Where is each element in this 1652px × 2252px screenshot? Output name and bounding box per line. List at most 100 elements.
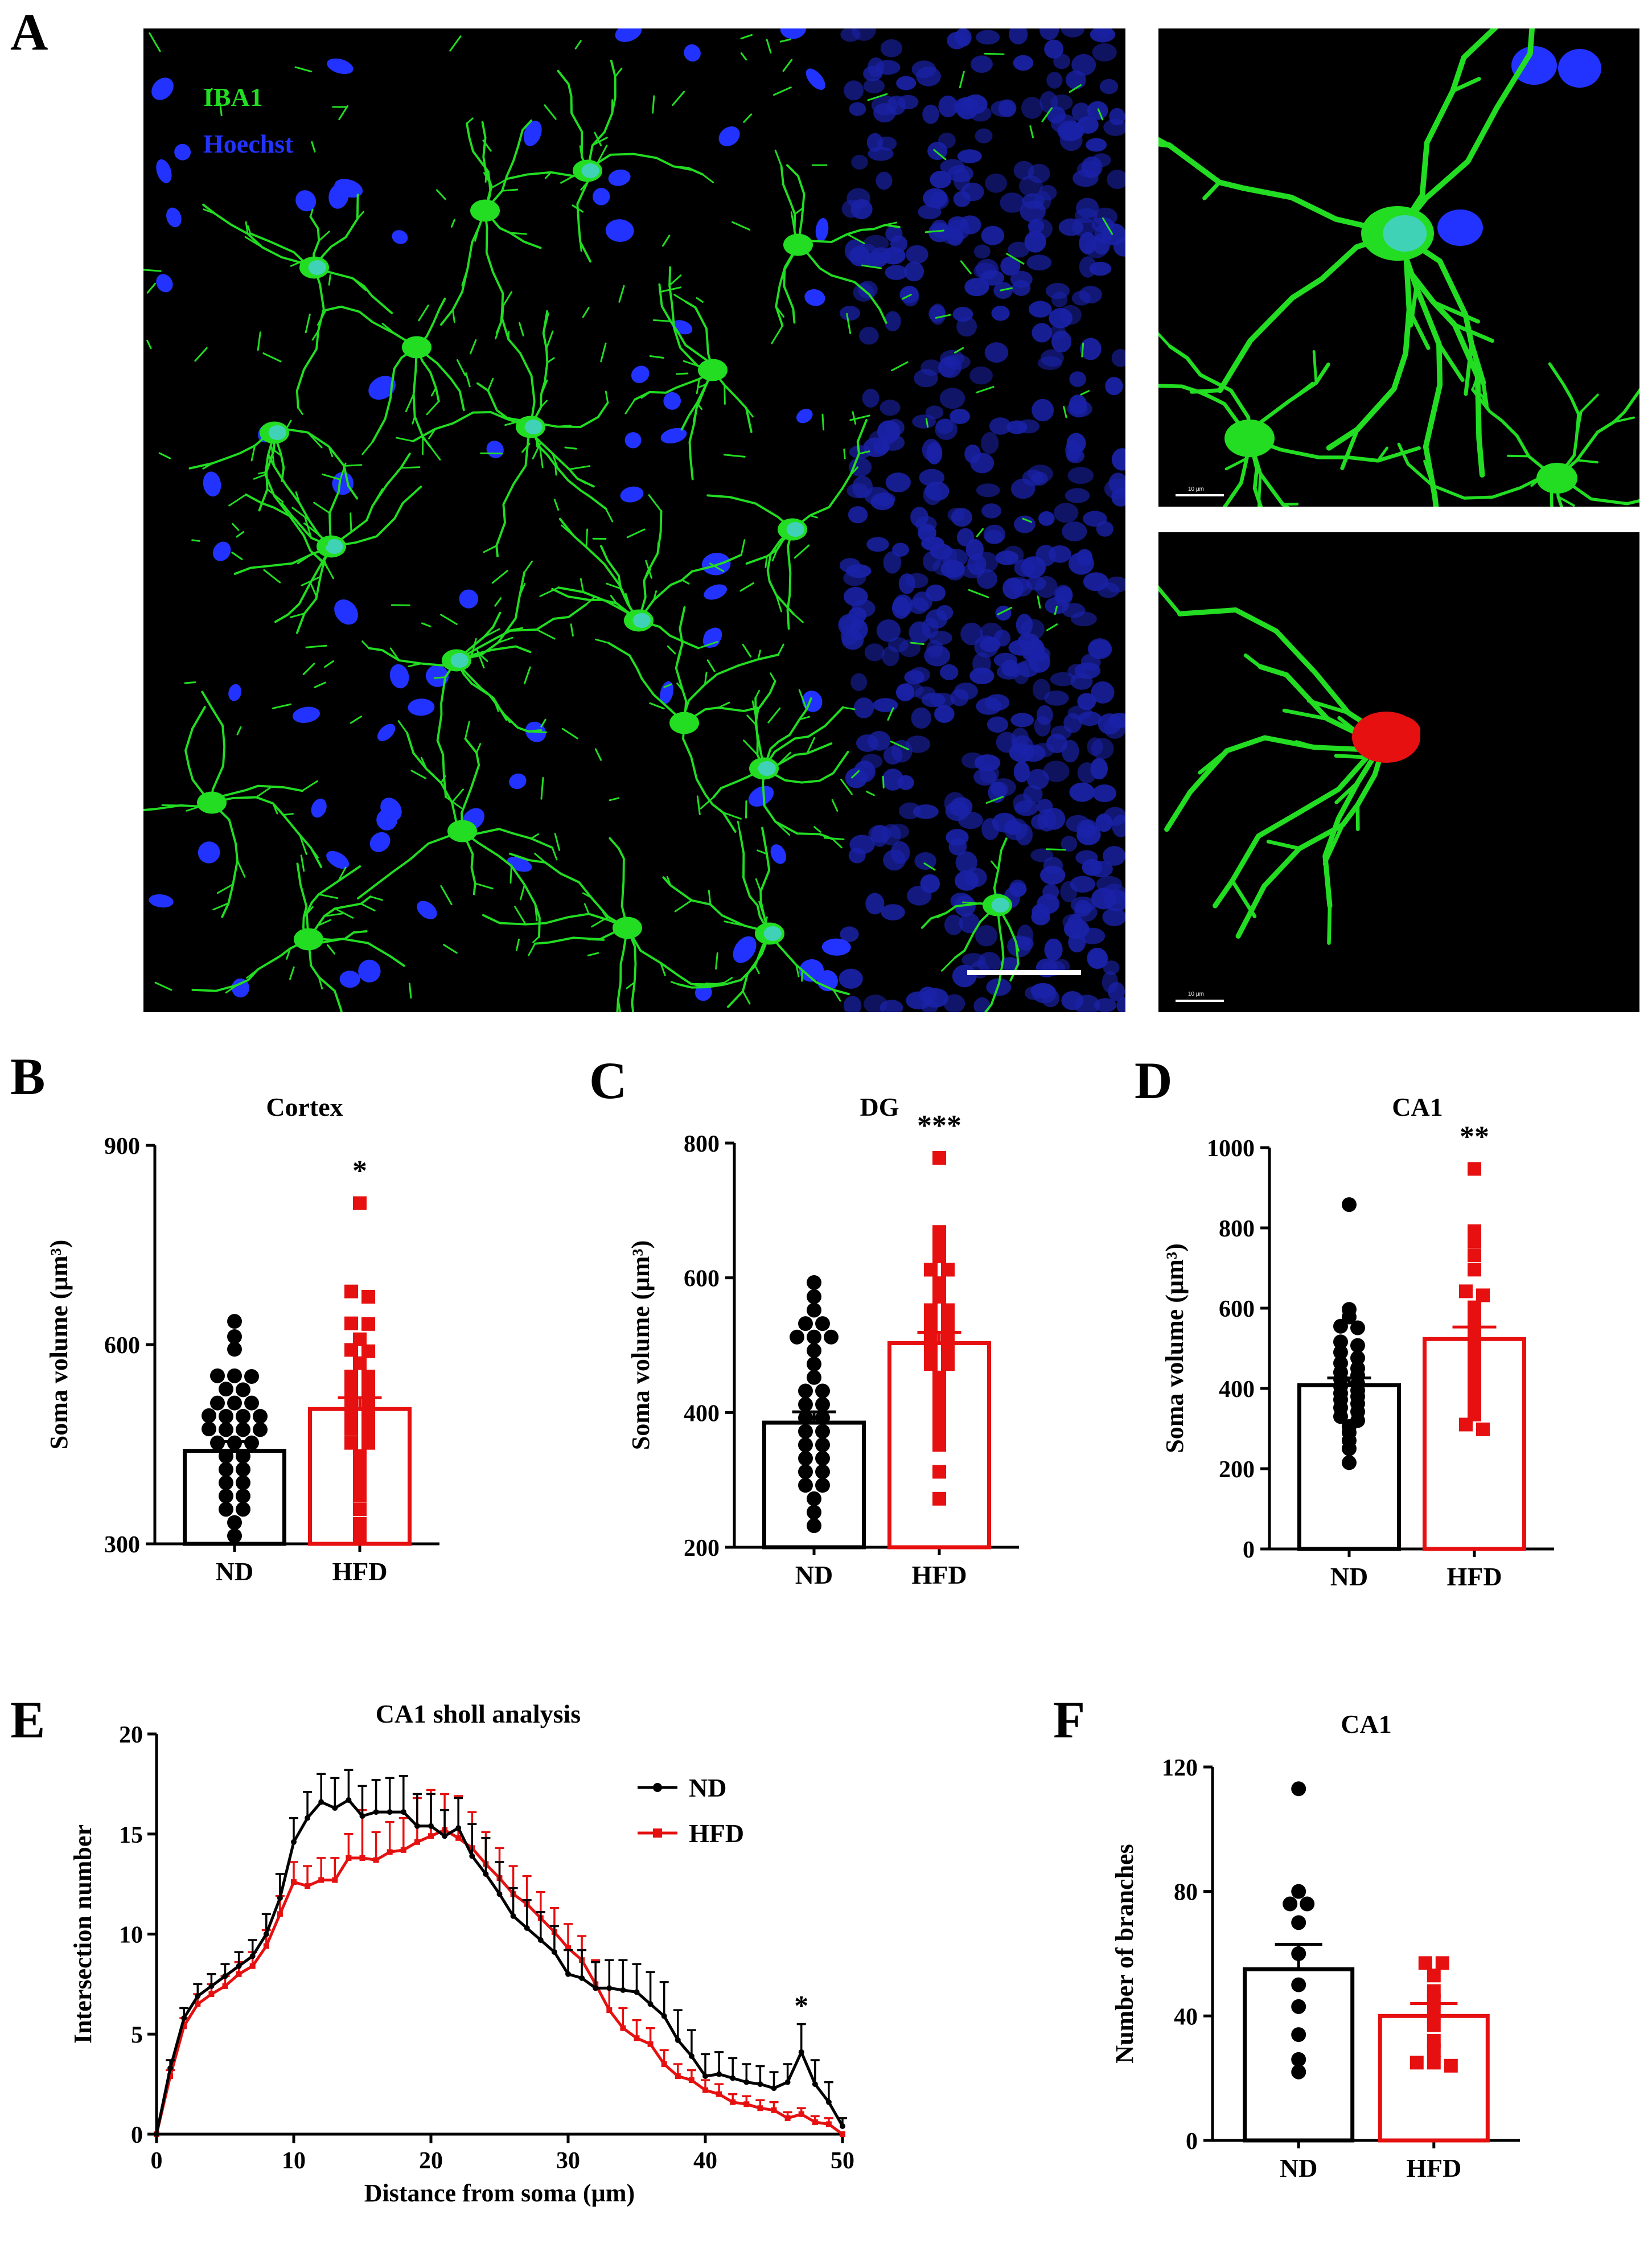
data-point-hfd <box>1444 2058 1458 2073</box>
microglia-process <box>1395 231 1485 478</box>
iba1-fragment <box>449 35 462 52</box>
microglia-branch <box>668 274 682 286</box>
microglia-cell <box>594 606 784 833</box>
microglia-process <box>1247 436 1421 463</box>
microglia-process <box>201 691 226 804</box>
iba1-fragment <box>515 938 520 951</box>
data-point-nd <box>790 1329 804 1345</box>
data-point-hfd <box>344 1436 358 1450</box>
x-tick-label-hfd: HFD <box>1406 2154 1461 2183</box>
microglia-process <box>1326 231 1412 451</box>
microglia-process <box>501 305 536 428</box>
microglia-branch <box>757 849 768 855</box>
iba1-fragment <box>491 570 508 584</box>
scale-bar-inset-bottom <box>1176 1000 1224 1002</box>
iba1-fragment <box>823 837 845 840</box>
granule-nucleus <box>1087 737 1103 756</box>
data-point-nd <box>154 2131 159 2137</box>
significance-marker: *** <box>917 1109 961 1142</box>
microglia-cell <box>920 837 1020 1012</box>
iba1-fragment <box>663 683 672 688</box>
granule-nucleus <box>843 570 866 586</box>
iba1-fragment <box>954 347 964 354</box>
y-tick-label: 15 <box>119 1822 143 1848</box>
iba1-fragment <box>582 307 590 318</box>
y-tick-label: 0 <box>1243 1537 1255 1563</box>
microglia-branch <box>212 902 229 911</box>
microglia-branch <box>360 903 376 912</box>
granule-nucleus <box>1061 739 1079 763</box>
iba1-fragment <box>902 294 912 300</box>
data-point-hfd <box>236 1971 242 1977</box>
granule-nucleus <box>940 664 959 680</box>
microglia-branch <box>236 860 246 878</box>
microglia-process <box>307 895 372 940</box>
microglia-cell <box>395 291 614 557</box>
granule-nucleus <box>1032 679 1051 701</box>
microglia-process <box>797 224 901 246</box>
granule-nucleus <box>1066 815 1090 832</box>
microglia-nucleus <box>308 260 326 275</box>
scale-bar <box>967 970 1081 975</box>
iba1-fragment <box>305 644 327 648</box>
data-point-hfd <box>249 1963 256 1969</box>
iba1-fragment <box>322 473 340 480</box>
significance-marker: * <box>794 1990 808 2021</box>
data-point-nd <box>807 1289 821 1304</box>
granule-nucleus <box>1012 280 1031 296</box>
microglia-soma <box>613 917 642 939</box>
microglia-branch <box>792 613 804 623</box>
hoechst-nucleus <box>377 724 396 741</box>
granule-nucleus <box>1032 398 1054 422</box>
hoechst-nucleus <box>198 841 220 864</box>
legend-label-nd: ND <box>689 1773 726 1802</box>
microglia-branch <box>670 981 680 985</box>
iba1-fragment <box>782 59 793 72</box>
iba1-fragment <box>740 34 753 40</box>
hoechst-nucleus <box>376 809 398 831</box>
microglia-branch <box>700 796 714 809</box>
microglia-branch <box>323 913 343 917</box>
microglia-branch <box>1576 459 1598 464</box>
microglia-process <box>412 411 532 442</box>
microglia-process <box>211 796 323 868</box>
data-point-nd <box>387 1809 393 1815</box>
granule-nucleus <box>1031 814 1049 830</box>
iba1-fragment <box>324 660 334 668</box>
microglia-process <box>626 927 637 1012</box>
data-point-hfd <box>1409 2056 1424 2070</box>
hoechst-nucleus <box>203 471 221 497</box>
granule-nucleus <box>853 697 874 718</box>
data-point-nd <box>1342 1441 1357 1456</box>
data-point-nd <box>219 1462 233 1477</box>
microglia-process <box>954 904 998 959</box>
data-point-hfd <box>1427 2056 1441 2070</box>
data-point-hfd <box>353 1356 367 1370</box>
data-point-hfd <box>353 1196 367 1210</box>
y-tick-label: 400 <box>1219 1376 1255 1403</box>
granule-nucleus <box>1013 55 1034 71</box>
granule-nucleus <box>849 445 872 459</box>
microglia-branch <box>743 739 758 756</box>
hoechst-nucleus <box>334 179 363 198</box>
chart-title: Cortex <box>266 1092 343 1121</box>
microglia-branch <box>740 539 746 556</box>
granule-nucleus <box>1034 716 1051 737</box>
microglia-soma <box>447 820 477 843</box>
microglia-branch <box>1224 457 1248 471</box>
microglia-branch <box>530 833 539 840</box>
granule-nucleus <box>876 619 901 642</box>
microglia-process <box>455 571 526 661</box>
panel-letter-b: B <box>10 1047 46 1106</box>
microglia-cell <box>317 297 465 461</box>
granule-nucleus <box>980 270 1005 286</box>
granule-nucleus <box>849 835 875 854</box>
granule-nucleus <box>1080 338 1102 360</box>
granule-nucleus <box>1008 241 1030 258</box>
data-point-nd <box>757 2081 763 2087</box>
granule-nucleus <box>1000 957 1020 971</box>
hoechst-nucleus <box>660 681 674 704</box>
data-point-nd <box>227 1329 242 1344</box>
iba1-fragment <box>263 569 281 583</box>
microglia-branch <box>771 549 778 562</box>
